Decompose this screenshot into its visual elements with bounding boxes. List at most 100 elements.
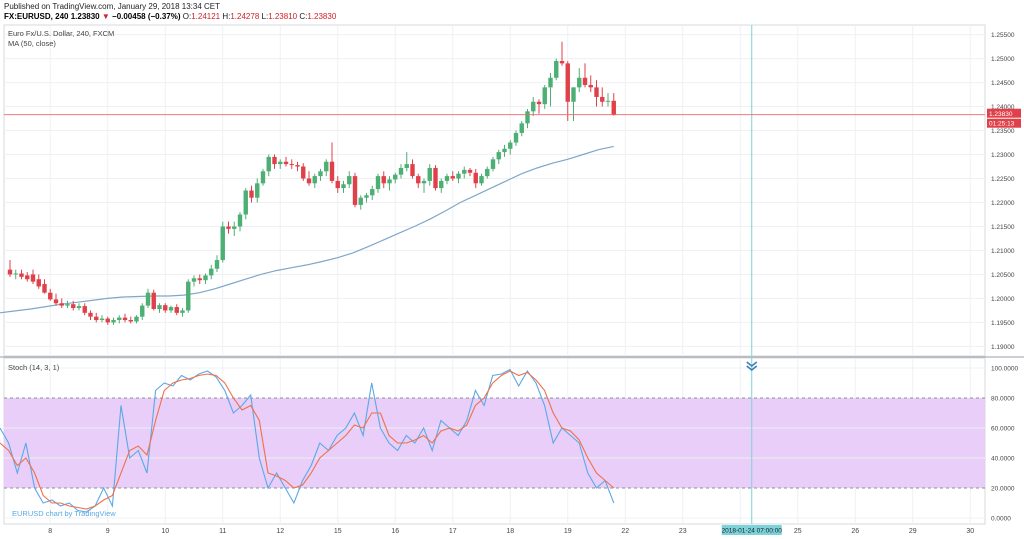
last-price: 1.23830	[70, 12, 100, 21]
candle-body	[508, 142, 513, 149]
candle-body	[554, 60, 559, 78]
price-tick-label: 1.25500	[991, 32, 1015, 39]
candle-body	[134, 316, 139, 322]
candle-body	[151, 292, 156, 309]
candle-body	[605, 100, 611, 102]
candle-body	[197, 278, 202, 281]
candle-body	[82, 306, 87, 313]
candle-body	[260, 171, 266, 184]
candle-body	[519, 123, 524, 133]
candle-body	[410, 164, 415, 177]
candle-body	[329, 161, 335, 181]
candle-body	[186, 281, 191, 311]
candle-body	[203, 275, 208, 281]
candle-body	[594, 87, 599, 97]
candle-body	[312, 176, 317, 184]
candle-body	[255, 183, 260, 198]
candle-body	[559, 60, 565, 64]
symbol-label: FX:EURUSD, 240	[4, 12, 69, 21]
stoch-tick-label: 60.0000	[991, 426, 1015, 433]
candle-body	[42, 284, 47, 293]
price-tick-label: 1.20500	[991, 272, 1015, 279]
candle-body	[456, 173, 461, 179]
stoch-tick-label: 20.0000	[991, 486, 1015, 493]
candle-body	[370, 189, 375, 196]
last-price-tag-bg	[987, 108, 1021, 118]
candle-body	[404, 164, 409, 168]
candle-body	[577, 77, 582, 88]
candle-body	[335, 180, 340, 189]
countdown-tag-bg	[987, 118, 1021, 128]
candle-body	[214, 260, 220, 269]
candle-body	[226, 226, 231, 229]
x-tick-label: 25	[794, 528, 802, 535]
countdown-tag: 01:25:13	[989, 121, 1015, 128]
x-tick-label: 29	[909, 528, 917, 535]
open-label: O:	[182, 12, 192, 21]
price-tick-label: 1.22500	[991, 176, 1015, 183]
candle-body	[502, 148, 507, 153]
price-tick-label: 1.19500	[991, 320, 1015, 327]
price-pane-frame	[3, 24, 986, 357]
x-tick-label: 23	[679, 528, 687, 535]
candle-body	[99, 318, 105, 321]
quote-line: FX:EURUSD, 240 1.23830 ▼ −0.00458 (−0.37…	[4, 12, 336, 21]
candle-body	[427, 167, 432, 181]
candle-body	[48, 292, 53, 300]
candle-body	[416, 176, 421, 184]
candle-body	[157, 305, 162, 309]
candle-body	[387, 179, 392, 184]
stoch-tick-label: 0.0000	[991, 516, 1011, 523]
candle-body	[117, 317, 122, 321]
price-tick-label: 1.22000	[991, 200, 1015, 207]
candle-body	[611, 100, 616, 115]
candle-body	[462, 169, 467, 174]
candle-body	[266, 156, 271, 172]
stoch-pane-title: Stoch (14, 3, 1)	[8, 363, 60, 372]
candle-body	[145, 292, 151, 306]
x-tick-label: 15	[334, 528, 342, 535]
candle-body	[467, 169, 473, 173]
low-label: L:	[261, 12, 269, 21]
candle-body	[174, 307, 179, 313]
crosshair-date-bg	[721, 525, 782, 535]
candle-body	[398, 167, 404, 175]
candle-body	[496, 152, 501, 160]
candle-body	[473, 172, 478, 184]
x-tick-label: 26	[851, 528, 859, 535]
candle-body	[548, 77, 553, 88]
change-value: −0.00458 (−0.37%)	[112, 12, 181, 21]
candle-body	[71, 304, 76, 309]
candle-body	[249, 190, 254, 198]
candle-body	[65, 304, 70, 306]
chevron-down-icon[interactable]	[746, 361, 758, 372]
candle-body	[485, 168, 490, 177]
candle-body	[358, 197, 363, 205]
candle-body	[53, 299, 59, 304]
ma-indicator-label: MA (50, close)	[8, 39, 56, 48]
candle-body	[232, 226, 237, 229]
x-tick-label: 12	[276, 528, 284, 535]
candle-body	[237, 214, 243, 227]
high-value: 1.24278	[230, 12, 260, 21]
candle-body	[76, 306, 82, 309]
crosshair-date-label: 2018-01-24 07:00:00	[722, 528, 783, 535]
candle-body	[600, 96, 605, 102]
x-tick-label: 9	[106, 528, 110, 535]
x-tick-label: 16	[391, 528, 399, 535]
candle-body	[128, 320, 133, 322]
x-tick-label: 10	[161, 528, 169, 535]
candle-body	[347, 176, 352, 185]
stoch-tick-label: 80.0000	[991, 396, 1015, 403]
candle-body	[513, 132, 519, 143]
candle-body	[111, 320, 116, 323]
candle-body	[565, 63, 570, 102]
watermark: EURUSD chart by TradingView	[12, 509, 116, 518]
candle-body	[13, 273, 18, 275]
candle-body	[306, 178, 312, 184]
close-label: C:	[299, 12, 308, 21]
x-tick-label: 18	[506, 528, 514, 535]
last-price-tag: 1.23830	[989, 111, 1013, 118]
candle-body	[450, 176, 455, 179]
